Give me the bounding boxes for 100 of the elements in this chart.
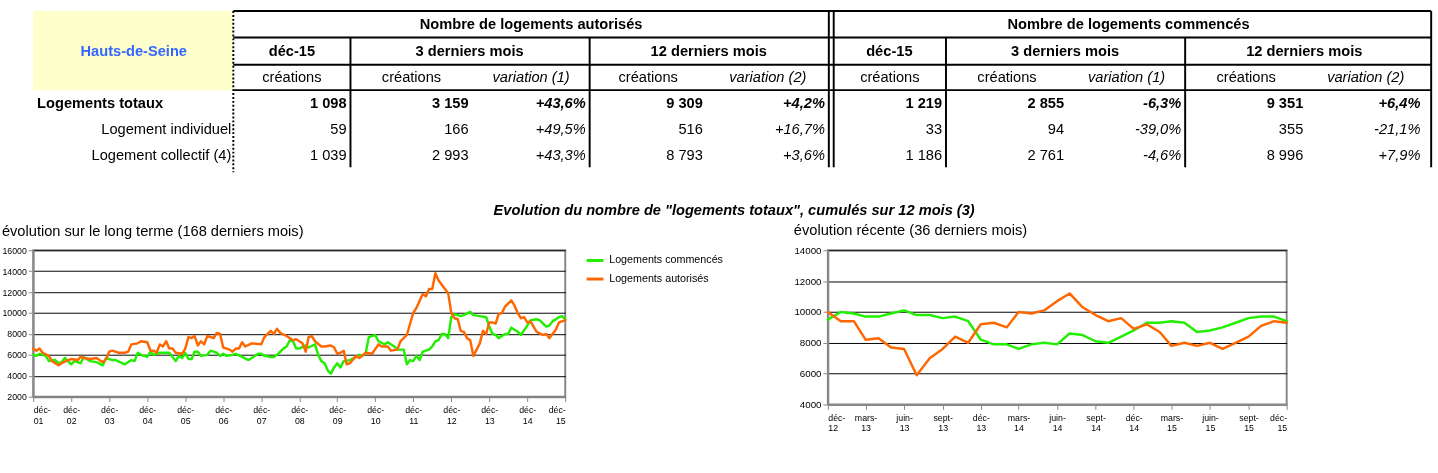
text: 9 351 [1266,94,1304,111]
text: 1 098 [309,94,347,111]
x-tick-label: déc-07 [253,404,271,426]
y-tick-label: 12000 [2,287,27,298]
x-tick-label: sept-14 [1086,412,1106,434]
x-tick-label: juin-14 [1048,412,1066,434]
text: Logement individuel [101,121,232,138]
text: +43,6% [535,94,586,111]
x-tick-label: déc-09 [329,404,347,426]
y-tick-label: 12000 [794,275,823,287]
text: variation (2) [1327,69,1405,86]
legend-label: Logements commencés [609,253,723,266]
text: 94 [1047,121,1065,138]
text: 2 993 [431,147,469,164]
y-tick-label: 2000 [7,392,27,403]
text: Evolution du nombre de "logements totaux", cumulés sur 12 mois (3) [493,202,975,219]
y-tick-label: 14000 [794,244,823,256]
text: 1 186 [905,147,943,164]
text: 2 855 [1027,94,1065,111]
line-series [826,309,1288,351]
x-tick-label: déc-13 [972,412,990,434]
text: Nombre de logements commencés [1007,15,1250,32]
x-tick-label: déc-03 [101,404,119,426]
text: Logement collectif (4) [91,147,232,164]
x-tick-label: déc-12 [828,412,846,434]
text: +4,2% [783,94,825,111]
text: +16,7% [774,121,825,138]
x-tick-label: juin-13 [895,412,913,434]
text: 1 039 [309,147,347,164]
text: Hauts-de-Seine [80,42,187,59]
text: +43,3% [535,147,586,164]
text: 3 derniers mois [1011,42,1120,59]
text: 3 derniers mois [415,42,524,59]
x-tick-label: déc-02 [63,404,81,426]
x-tick-label: sept-13 [933,412,953,434]
x-tick-label: déc-11 [405,404,423,426]
line-series [31,272,567,367]
text: créations [618,69,678,86]
text: variation (2) [729,69,807,86]
y-tick-label: 14000 [2,266,27,277]
y-tick-label: 6000 [7,350,27,361]
x-tick-label: déc-13 [481,404,499,426]
line-series [826,292,1288,377]
text: 355 [1278,121,1304,138]
x-tick-label: déc-15 [1270,412,1288,434]
text: -39,0% [1134,121,1182,138]
line-series [31,310,567,375]
legend-label: Logements autorisés [609,271,709,284]
text: créations [860,69,920,86]
text: créations [262,69,322,86]
y-tick-label: 10000 [2,308,27,319]
text: déc-15 [866,42,913,59]
x-tick-label: mars-13 [854,412,878,434]
text: 8 996 [1266,147,1304,164]
text: Nombre de logements autorisés [419,15,643,32]
x-tick-label: déc-12 [443,404,461,426]
x-tick-label: mars-14 [1007,412,1031,434]
y-tick-label: 8000 [7,329,27,340]
text: 2 761 [1027,147,1065,164]
chart-title: évolution sur le long terme (168 derniers mois) [1,222,304,239]
text: variation (1) [492,69,570,86]
x-tick-label: déc-04 [139,404,157,426]
text: variation (1) [1087,69,1166,86]
y-tick-label: 10000 [794,306,823,318]
y-tick-label: 4000 [7,371,27,382]
text: 33 [925,121,943,138]
y-tick-label: 16000 [2,245,27,256]
x-tick-label: juin-15 [1201,412,1219,434]
x-tick-label: mars-15 [1160,412,1184,434]
text: 166 [444,121,469,138]
x-tick-label: déc-01 [33,404,51,426]
chart-title: évolution récente (36 derniers mois) [793,221,1028,238]
text: déc-15 [268,42,316,59]
text: 8 793 [666,147,703,164]
text: créations [381,69,442,86]
text: 9 309 [666,94,703,111]
text: +49,5% [535,121,586,138]
text: -21,1% [1374,121,1421,138]
text: +7,9% [1378,147,1421,164]
text: créations [1216,69,1276,86]
x-tick-label: déc-15 [548,404,566,426]
y-tick-label: 6000 [799,368,823,380]
text: 1 219 [905,94,943,111]
text: -4,6% [1143,147,1182,164]
x-tick-label: déc-08 [291,404,309,426]
y-tick-label: 4000 [799,398,823,410]
x-tick-label: déc-10 [367,404,385,426]
text: 3 159 [431,94,469,111]
x-tick-label: sept-15 [1239,412,1259,434]
text: 12 derniers mois [650,42,767,59]
text: +3,6% [783,147,825,164]
text: 12 derniers mois [1246,42,1363,59]
text: créations [977,69,1037,86]
text: -6,3% [1143,94,1182,111]
x-tick-label: déc-14 [1125,412,1143,434]
x-tick-label: déc-14 [519,404,537,426]
x-tick-label: déc-05 [177,404,195,426]
y-tick-label: 8000 [799,337,823,349]
text: +6,4% [1378,94,1421,111]
text: Logements totaux [37,94,164,111]
